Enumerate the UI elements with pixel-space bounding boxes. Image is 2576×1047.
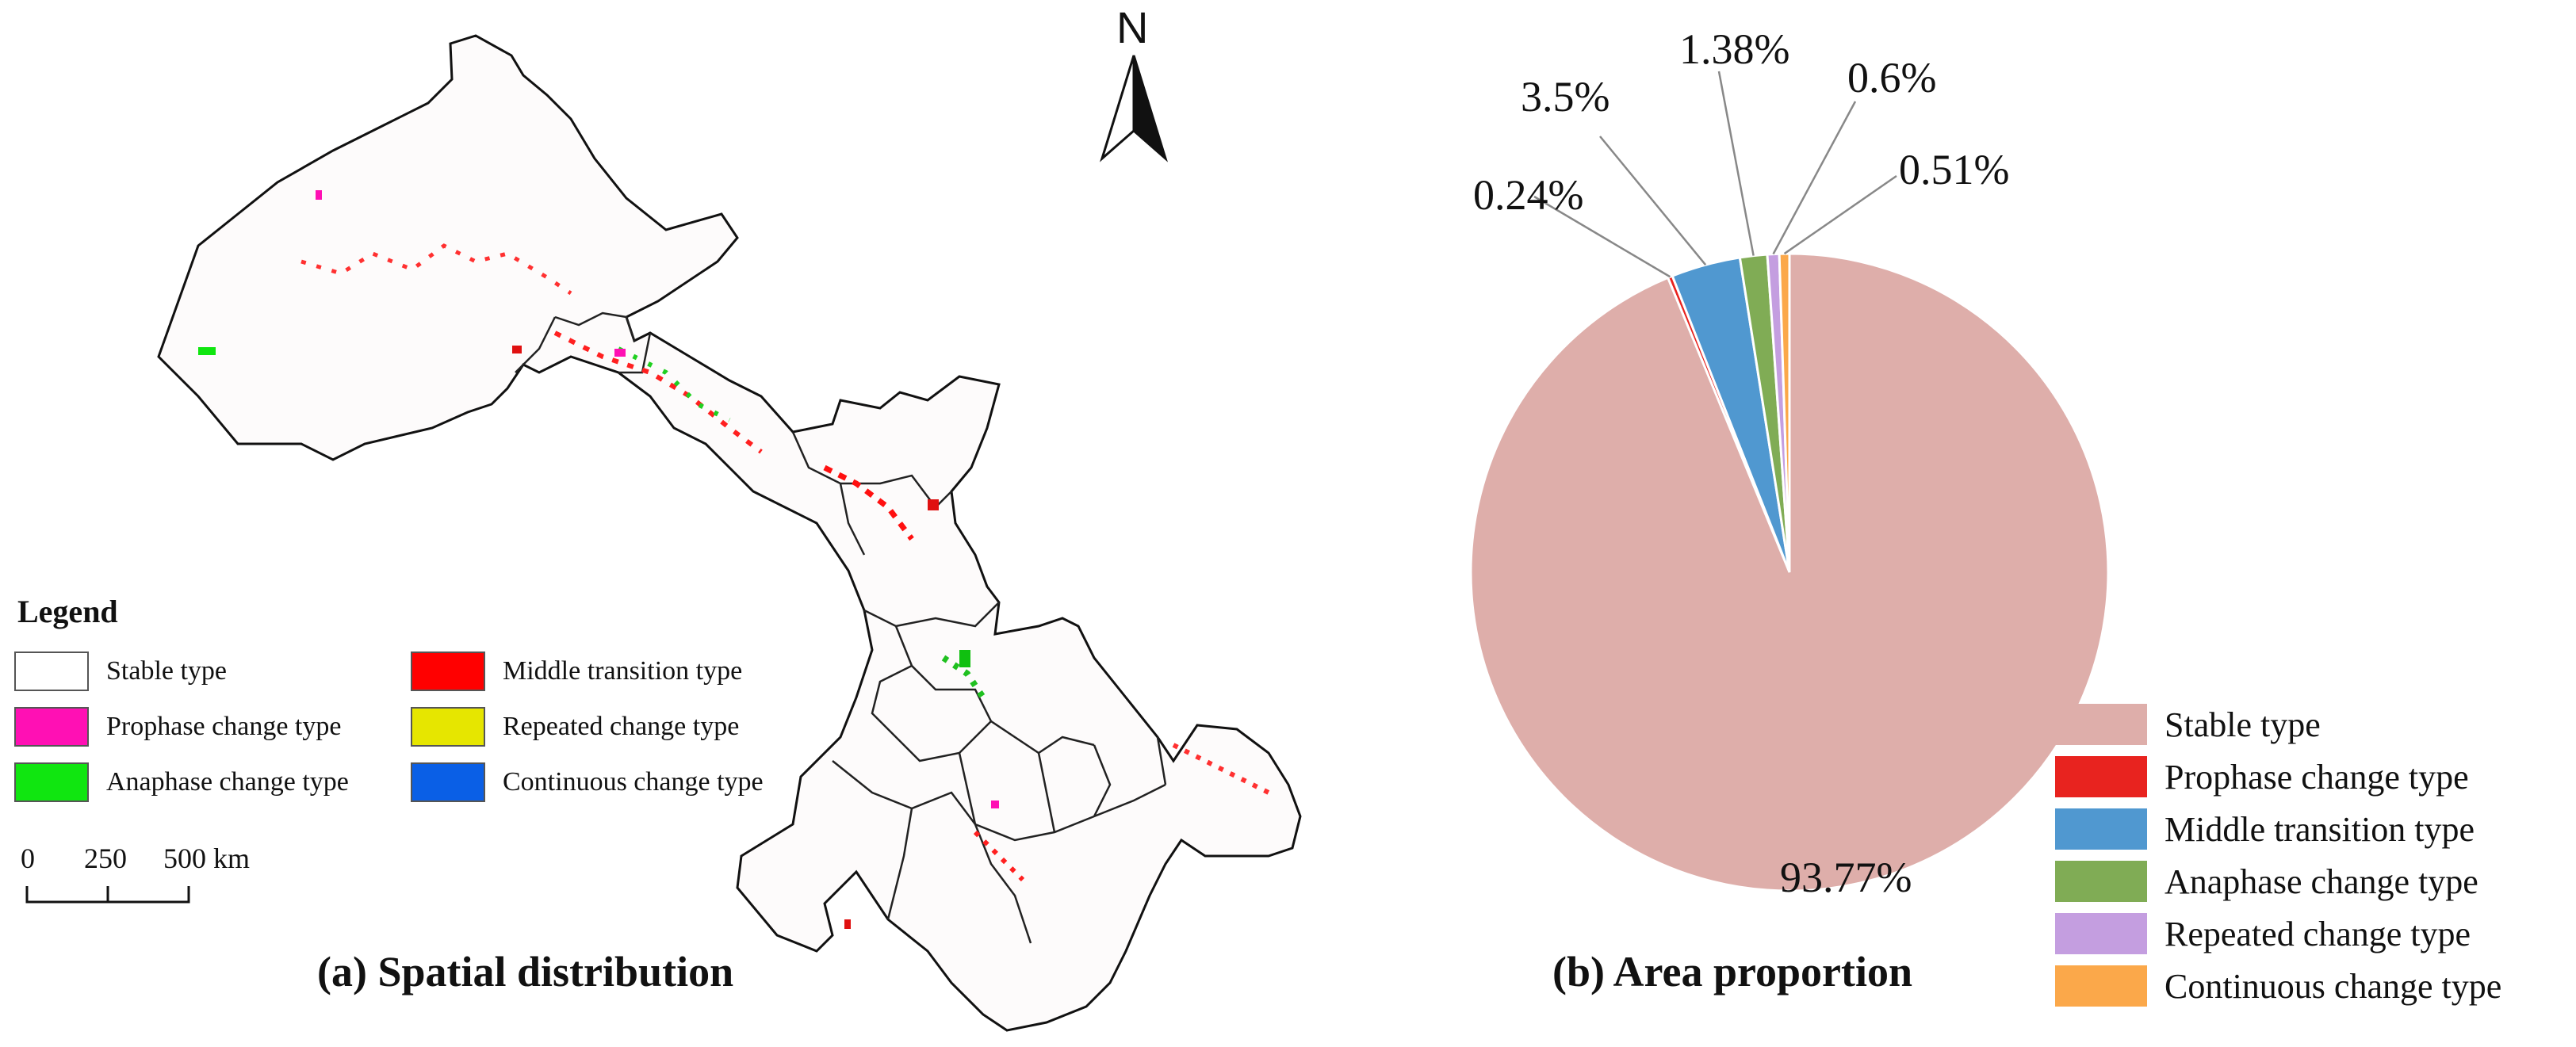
legend-swatch-continuous — [411, 762, 485, 802]
pie-leader-line — [1783, 174, 1897, 255]
pie-legend-swatch — [2055, 756, 2147, 797]
spatial-distribution-panel: N Legend Stable type Prophase change typ… — [14, 2, 1302, 1032]
pie-label-continuous-change-type: 0.51% — [1899, 146, 2009, 193]
province-outline — [157, 34, 1302, 1032]
pie-legend-label: Stable type — [2165, 705, 2321, 744]
pie-legend-label: Anaphase change type — [2165, 862, 2478, 901]
pie-legend-item-anaphase-change-type: Anaphase change type — [2055, 861, 2478, 902]
legend-item-prophase: Prophase change type — [14, 707, 341, 747]
north-letter: N — [1116, 2, 1149, 52]
legend-swatch-prophase — [14, 707, 89, 747]
scale-bar — [25, 886, 190, 904]
legend-title: Legend — [17, 594, 118, 629]
legend-item-repeated: Repeated change type — [411, 707, 739, 747]
pie-chart: 0.24% 3.5% 1.38% 0.6% 0.51% 93.77% — [1469, 25, 2110, 901]
pie-leader-line — [1533, 195, 1671, 278]
legend-label: Prophase change type — [106, 712, 342, 741]
pie-legend-swatch — [2055, 861, 2147, 902]
legend-swatch-anaphase — [14, 762, 89, 802]
pie-label-prophase-change-type: 0.24% — [1473, 171, 1583, 219]
legend-swatch-stable — [14, 652, 89, 691]
pie-legend-item-repeated-change-type: Repeated change type — [2055, 913, 2471, 954]
county-boundaries — [515, 311, 1167, 944]
pie-legend-item-stable-type: Stable type — [2055, 704, 2321, 745]
pie-slice-stable-type — [1469, 252, 2110, 892]
pie-label-stable: 93.77% — [1780, 854, 1912, 901]
pie-legend-swatch — [2055, 704, 2147, 745]
pie-label-anaphase-change-type: 1.38% — [1679, 25, 1789, 73]
north-arrow-icon — [1100, 55, 1168, 162]
pie-legend-swatch — [2055, 808, 2147, 850]
pie-legend-swatch — [2055, 913, 2147, 954]
pie-leader-line — [1599, 136, 1707, 266]
pie-label-middle-transition-type: 3.5% — [1521, 73, 1610, 120]
legend-swatch-repeated — [411, 707, 485, 747]
pie-legend-label: Middle transition type — [2165, 809, 2475, 849]
pie-legend-item-continuous-change-type: Continuous change type — [2055, 965, 2501, 1007]
pie-legend-item-middle-transition-type: Middle transition type — [2055, 808, 2475, 850]
pie-label-repeated-change-type: 0.6% — [1847, 54, 1936, 101]
pie-leader-line — [1717, 71, 1755, 256]
legend-label: Anaphase change type — [106, 767, 349, 797]
pie-legend-item-prophase-change-type: Prophase change type — [2055, 756, 2469, 797]
map-canvas — [25, 34, 1302, 1032]
legend-label: Middle transition type — [503, 656, 743, 686]
caption-spatial-distribution: (a) Spatial distribution — [317, 948, 734, 995]
pie-legend-label: Repeated change type — [2165, 914, 2471, 953]
pie-legend-swatch — [2055, 965, 2147, 1007]
scale-label-0: 0 — [21, 843, 35, 874]
legend-swatch-middle — [411, 652, 485, 691]
legend-item-continuous: Continuous change type — [411, 762, 764, 802]
legend-item-stable: Stable type — [14, 652, 227, 691]
legend-item-anaphase: Anaphase change type — [14, 762, 349, 802]
legend-label: Stable type — [106, 656, 228, 686]
pie-legend-label: Prophase change type — [2165, 757, 2469, 797]
area-proportion-panel: 0.24% 3.5% 1.38% 0.6% 0.51% 93.77% — [1348, 0, 2576, 1047]
scale-label-500: 500 km — [163, 843, 251, 874]
legend-label: Repeated change type — [503, 712, 740, 741]
legend-label: Continuous change type — [503, 767, 764, 797]
pie-leader-line — [1772, 101, 1857, 255]
caption-area-proportion: (b) Area proportion — [1552, 948, 1913, 995]
legend-item-middle: Middle transition type — [411, 652, 742, 691]
change-patches — [198, 190, 1270, 929]
pie-legend-label: Continuous change type — [2165, 966, 2502, 1006]
scale-label-250: 250 — [84, 843, 127, 874]
